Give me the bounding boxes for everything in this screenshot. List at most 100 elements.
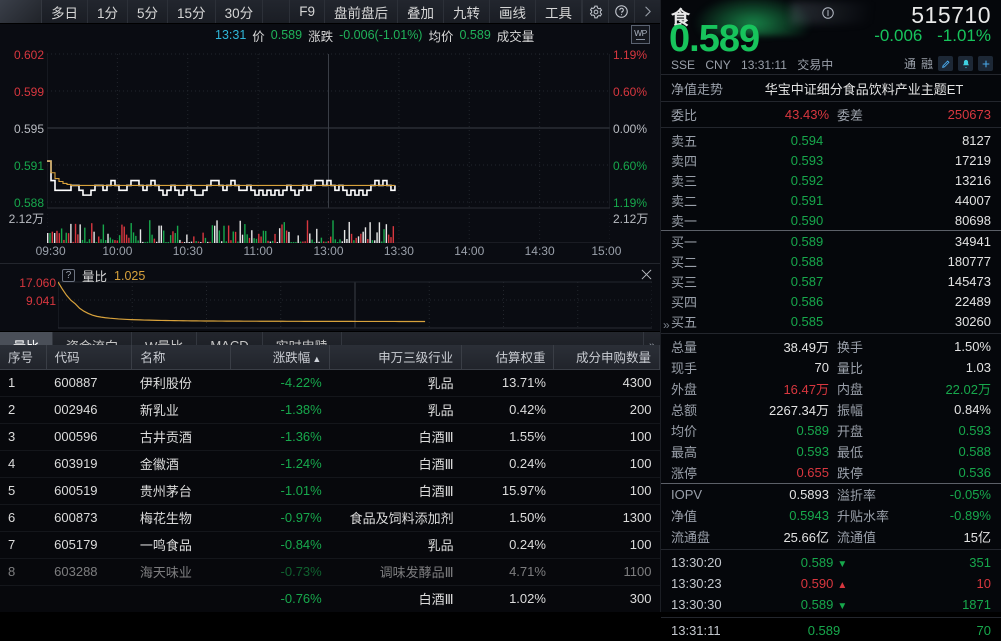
cell-industry: 乳品 <box>329 531 462 559</box>
info-price-value: 0.589 <box>270 28 303 42</box>
cell-seq: 1 <box>0 369 47 397</box>
fund-statistics-block: IOPV 0.5893 溢折率 -0.05% 净值 0.5943 升贴水率 -0.89% 流通盘… <box>661 484 1001 547</box>
action-prepost[interactable]: 盘前盘后 <box>325 0 398 23</box>
tick-row[interactable]: 13:30:23 0.590 ▲ 10 <box>661 573 1001 594</box>
indicator-value: 1.025 <box>114 268 146 283</box>
cell-industry: 乳品 <box>329 396 462 424</box>
close-icon[interactable] <box>639 267 654 282</box>
ask-volume: 17219 <box>954 152 991 168</box>
table-header-4[interactable]: 申万三级行业 <box>329 345 463 370</box>
stat-label-1: 总额 <box>671 403 698 418</box>
table-row[interactable]: 7 605179 一鸣食品 -0.84% 乳品 0.24% 100 <box>0 531 660 559</box>
period-button-0[interactable]: 多日 <box>42 0 88 23</box>
y-tick-left-4: 0.588 <box>13 196 44 210</box>
action-overlay[interactable]: 叠加 <box>398 0 444 23</box>
watermark-badge: WP <box>631 25 650 44</box>
info-change-value: -0.006(-1.01%) <box>339 28 423 42</box>
period-button-4[interactable]: 30分 <box>216 0 264 23</box>
stat-label-1: 最高 <box>671 445 698 460</box>
table-row[interactable]: 2 002946 新乳业 -1.38% 乳品 0.42% 200 <box>0 396 660 424</box>
plus-icon[interactable] <box>978 56 993 71</box>
cell-qty: 200 <box>553 396 660 424</box>
stat-row-4: 均价 0.589 开盘 0.593 <box>661 420 1001 441</box>
help-icon[interactable]: ? <box>62 269 75 282</box>
quote-panel: 食 515710 0.589 -0.006 -1.01% SSE CNY 13:… <box>660 0 1001 638</box>
stat-row-0: 总量 38.49万 换手 1.50% <box>661 336 1001 357</box>
tick-volume: 351 <box>969 555 991 570</box>
tick-row[interactable]: 13:30:20 0.589 ▼ 351 <box>661 552 1001 573</box>
ask-volume: 13216 <box>954 172 991 188</box>
tick-row[interactable]: 13:31:11 0.589 70 <box>661 620 1001 641</box>
cell-industry: 白酒Ⅲ <box>329 423 462 451</box>
table-header-0[interactable]: 序号 <box>0 345 47 370</box>
chart-y-axis-left: 0.602 0.599 0.595 0.591 0.588 2.12万 <box>0 46 47 243</box>
ask-row-3[interactable]: 卖二 0.591 44007 <box>661 190 1001 210</box>
gear-icon[interactable] <box>582 0 608 23</box>
chart-plot-area[interactable] <box>46 46 611 244</box>
table-header-2[interactable]: 名称 <box>131 345 232 370</box>
table-row[interactable]: 5 600519 贵州茅台 -1.01% 白酒Ⅲ 15.97% 100 <box>0 477 660 505</box>
constituents-table[interactable]: 序号 代码 名称 涨跌幅 ▲ 申万三级行业 估算权重 成分申购数量 1 600887 伊利股份 -4… <box>0 345 660 612</box>
table-row[interactable]: 3 000596 古井贡酒 -1.36% 白酒Ⅲ 1.55% 100 <box>0 423 660 451</box>
table-header-6[interactable]: 成分申购数量 <box>553 345 660 370</box>
sort-arrow-icon: ▲ <box>312 354 322 365</box>
net-value-row[interactable]: 净值走势 华宝中证细分食品饮料产业主题ET <box>661 77 1001 99</box>
bid-row-2[interactable]: 买三 0.587 145473 <box>661 271 1001 291</box>
bid-label: 买四 <box>671 294 698 310</box>
arrow-down-icon: ▼ <box>837 601 848 612</box>
cell-seq: 2 <box>0 396 47 424</box>
ask-row-0[interactable]: 卖五 0.594 8127 <box>661 130 1001 150</box>
period-button-2[interactable]: 5分 <box>128 0 169 23</box>
period-button-1[interactable]: 1分 <box>88 0 129 23</box>
pencil-icon[interactable] <box>938 56 953 71</box>
help-icon[interactable] <box>608 0 634 23</box>
y-tick-left-3: 0.591 <box>13 159 44 173</box>
chart-info-strip: 13:31 价 0.589 涨跌 -0.006(-1.01%) 均价 0.589… <box>0 24 660 46</box>
fundstat-value-2: -0.89% <box>949 508 991 523</box>
table-header-1[interactable]: 代码 <box>46 345 133 370</box>
table-header-5[interactable]: 估算权重 <box>461 345 555 370</box>
action-drawline[interactable]: 画线 <box>490 0 536 23</box>
chevron-double-right-icon[interactable]: » <box>663 318 670 332</box>
table-row[interactable]: 6 600873 梅花生物 -0.97% 食品及饲料添加剂 1.50% 1300 <box>0 504 660 532</box>
ask-row-4[interactable]: 卖一 0.590 80698 <box>661 210 1001 230</box>
table-row[interactable]: 1 600887 伊利股份 -4.22% 乳品 13.71% 4300 <box>0 369 660 397</box>
table-row[interactable]: 4 603919 金徽酒 -1.24% 白酒Ⅲ 0.24% 100 <box>0 450 660 478</box>
table-header-3[interactable]: 涨跌幅 ▲ <box>230 345 331 370</box>
info-change-label: 涨跌 <box>308 29 334 44</box>
bid-row-1[interactable]: 买二 0.588 180777 <box>661 251 1001 271</box>
cell-change-pct: -0.84% <box>230 531 330 559</box>
ask-row-2[interactable]: 卖三 0.592 13216 <box>661 170 1001 190</box>
table-row[interactable]: -0.76% 白酒Ⅲ 1.02% 300 <box>0 585 660 612</box>
stat-value-1: 16.47万 <box>783 382 829 397</box>
bid-row-4[interactable]: 买五 0.585 30260 <box>661 311 1001 331</box>
cell-seq: 6 <box>0 504 47 532</box>
stat-label-1: 外盘 <box>671 382 698 397</box>
bid-row-3[interactable]: 买四 0.586 22489 <box>661 291 1001 311</box>
cell-change-pct: -0.97% <box>230 504 330 532</box>
action-f9[interactable]: F9 <box>289 0 325 23</box>
chevron-right-icon[interactable] <box>634 0 660 23</box>
order-diff-label: 委差 <box>837 108 864 123</box>
period-button-3[interactable]: 15分 <box>168 0 216 23</box>
bell-icon[interactable] <box>958 56 973 71</box>
bid-label: 买二 <box>671 254 698 270</box>
ask-row-1[interactable]: 卖四 0.593 17219 <box>661 150 1001 170</box>
ask-label: 卖四 <box>671 153 698 169</box>
cell-name: 金徽酒 <box>131 450 231 478</box>
cell-name: 伊利股份 <box>131 369 231 397</box>
tick-row[interactable]: 13:30:30 0.589 ▼ 1871 <box>661 594 1001 615</box>
action-nineturn[interactable]: 九转 <box>444 0 490 23</box>
tick-list[interactable]: 13:30:20 0.589 ▼ 351 13:30:23 0.590 ▲ 10 13:30:3… <box>661 552 1001 641</box>
cell-qty: 100 <box>553 477 660 505</box>
bid-label: 买五 <box>671 314 698 330</box>
cell-industry: 白酒Ⅲ <box>329 477 462 505</box>
cell-seq: 3 <box>0 423 47 451</box>
currency-label: CNY <box>705 58 731 72</box>
stat-row-5: 最高 0.593 最低 0.588 <box>661 441 1001 462</box>
table-row[interactable]: 8 603288 海天味业 -0.73% 调味发酵品Ⅲ 4.71% 1100 <box>0 558 660 586</box>
bid-row-0[interactable]: 买一 0.589 34941 <box>661 231 1001 251</box>
order-ratio-label: 委比 <box>671 108 698 123</box>
action-tools[interactable]: 工具 <box>536 0 582 23</box>
info-icon[interactable] <box>821 6 835 23</box>
